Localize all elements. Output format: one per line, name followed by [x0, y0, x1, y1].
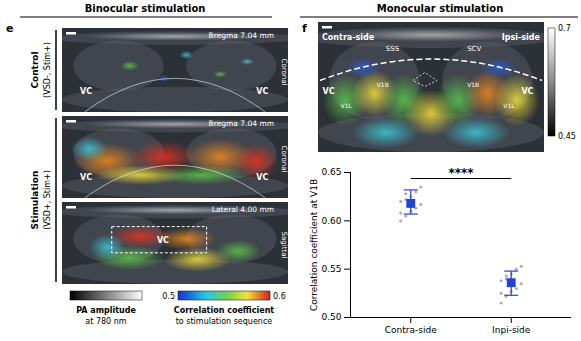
svg-text:0.60: 0.60	[321, 216, 341, 226]
svg-text:Bregma 7.04 mm: Bregma 7.04 mm	[209, 119, 274, 128]
svg-text:Contra-side: Contra-side	[322, 33, 375, 42]
svg-text:VC: VC	[521, 87, 533, 96]
svg-text:V1B: V1B	[377, 81, 389, 88]
svg-text:Ipsi-side: Ipsi-side	[502, 33, 541, 42]
svg-text:PA amplitude: PA amplitude	[76, 306, 136, 315]
svg-text:at 780 nm: at 780 nm	[85, 317, 126, 326]
svg-text:Contra-side: Contra-side	[385, 325, 437, 335]
svg-text:Coronal: Coronal	[280, 59, 288, 86]
svg-text:(VSD+, Stim+): (VSD+, Stim+)	[43, 170, 52, 230]
svg-text:0.55: 0.55	[321, 264, 341, 274]
svg-text:V1B: V1B	[467, 81, 479, 88]
svg-text:VC: VC	[323, 87, 335, 96]
svg-text:Sagittal: Sagittal	[280, 232, 288, 259]
svg-text:Correlation coefficient at V1B: Correlation coefficient at V1B	[309, 179, 319, 311]
svg-text:(VSD-, Stim+): (VSD-, Stim+)	[43, 42, 52, 98]
svg-text:0.7: 0.7	[558, 24, 571, 33]
svg-text:Lateral 4.00 mm: Lateral 4.00 mm	[212, 205, 274, 214]
svg-text:VC: VC	[256, 173, 268, 182]
svg-text:0.45: 0.45	[558, 132, 576, 141]
svg-text:Correlation coefficient: Correlation coefficient	[174, 306, 275, 315]
svg-text:e: e	[6, 22, 13, 35]
svg-text:VC: VC	[80, 173, 92, 182]
svg-text:f: f	[302, 22, 307, 35]
svg-text:0.5: 0.5	[162, 292, 175, 301]
svg-text:Coronal: Coronal	[280, 146, 288, 173]
svg-text:SSS: SSS	[386, 45, 400, 53]
svg-text:to stimulation sequence: to stimulation sequence	[176, 317, 273, 326]
svg-text:SCV: SCV	[467, 45, 481, 53]
svg-text:Monocular stimulation: Monocular stimulation	[377, 3, 504, 14]
svg-text:****: ****	[448, 166, 474, 180]
svg-text:VC: VC	[80, 87, 92, 96]
svg-text:V1L: V1L	[503, 102, 515, 109]
svg-text:0.65: 0.65	[321, 167, 341, 177]
svg-text:VC: VC	[256, 87, 268, 96]
svg-text:Stimulation: Stimulation	[30, 171, 40, 230]
svg-text:Control: Control	[30, 51, 40, 88]
svg-text:Bregma 7.04 mm: Bregma 7.04 mm	[209, 31, 274, 40]
svg-text:VC: VC	[157, 236, 169, 245]
svg-text:V1L: V1L	[341, 102, 353, 109]
svg-text:Inpi-side: Inpi-side	[492, 325, 531, 335]
svg-text:Binocular stimulation: Binocular stimulation	[85, 3, 206, 14]
svg-text:0.6: 0.6	[273, 292, 286, 301]
svg-text:0.50: 0.50	[321, 312, 341, 322]
